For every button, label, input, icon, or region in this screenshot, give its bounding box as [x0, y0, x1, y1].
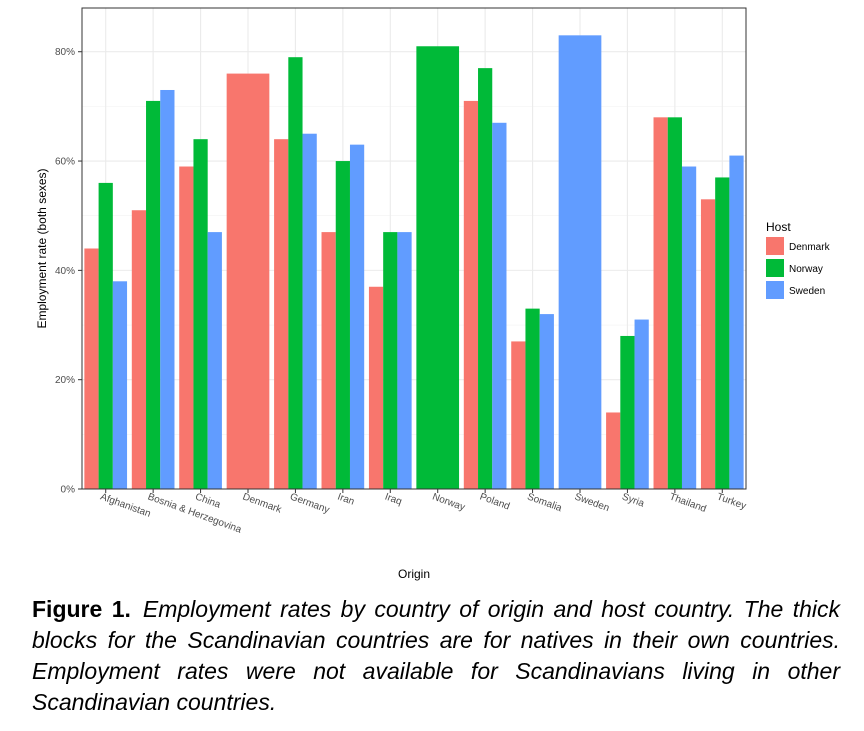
bar-norway-somalia [525, 308, 540, 489]
bar-norway-iraq [383, 232, 398, 489]
bar-sweden-turkey [729, 155, 744, 490]
bar-norway-iran [335, 161, 350, 489]
bar-denmark-syria [606, 412, 621, 489]
y-tick-label: 60% [55, 157, 75, 168]
x-tick-label: Iraq [383, 491, 403, 507]
legend-label-norway: Norway [789, 264, 823, 275]
bar-sweden-afghanistan [112, 281, 128, 489]
bar-sweden-somalia [539, 314, 554, 489]
bar-sweden-iran [349, 144, 365, 490]
x-tick-label: Syria [620, 491, 646, 509]
bar-denmark-poland [463, 100, 479, 489]
bar-sweden-iraq [397, 232, 412, 489]
bar-denmark-bosnia-herzegovina [131, 210, 147, 489]
bar-sweden-thailand [681, 166, 697, 490]
bar-norway-bosnia-herzegovina [146, 100, 161, 489]
y-tick-label: 0% [61, 485, 76, 496]
x-tick-label: Poland [478, 491, 511, 512]
x-tick-label: Norway [431, 491, 467, 513]
bar-norway-afghanistan [98, 182, 113, 489]
bar-norway-thailand [667, 117, 682, 490]
x-tick-label: Somalia [526, 491, 564, 514]
x-tick-label: Germany [288, 491, 330, 515]
bar-denmark-somalia [511, 341, 526, 489]
bar-sweden-china [207, 232, 222, 489]
bar-denmark-afghanistan [84, 248, 99, 489]
bar-sweden-syria [634, 319, 649, 489]
bar-denmark-iraq [368, 286, 384, 489]
legend-title: Host [766, 220, 791, 234]
x-tick-label: Sweden [573, 491, 611, 514]
bar-norway-syria [620, 335, 635, 489]
chart: 0% 20% 40% 60% 80% Afghanistan Bosnia & Herzeg… [35, 7, 831, 581]
bar-norway-china [193, 139, 208, 489]
bar-sweden-germany [302, 133, 317, 489]
caption-text: Employment rates by country of origin an… [32, 596, 840, 715]
bar-sweden-poland [492, 122, 507, 489]
y-tick-label: 20% [55, 375, 75, 386]
legend-swatch-denmark [766, 237, 784, 255]
legend-swatch-sweden [766, 281, 784, 299]
bar-denmark-turkey [700, 199, 716, 489]
bar-denmark-iran [321, 232, 336, 489]
x-tick-label: Denmark [241, 491, 284, 516]
bar-sweden-bosnia-herzegovina [160, 89, 175, 489]
plot-panel-border [81, 7, 747, 490]
bar-norway-germany [288, 57, 303, 490]
bar-denmark-thailand [653, 117, 668, 490]
x-tick-label: Turkey [715, 491, 747, 512]
legend-swatch-norway [766, 259, 784, 277]
x-tick-label: Iran [336, 491, 356, 507]
bar-denmark-germany [274, 139, 289, 489]
caption-label: Figure 1. [32, 596, 131, 622]
bar-norway-turkey [715, 177, 730, 489]
legend-label-denmark: Denmark [789, 242, 831, 253]
bar-sweden-sweden [558, 35, 602, 490]
x-axis-label: Origin [398, 567, 430, 581]
bar-denmark-denmark [226, 73, 270, 489]
y-tick-label: 80% [55, 47, 75, 58]
bar-denmark-china [179, 166, 194, 490]
x-tick-label: Thailand [668, 491, 708, 514]
x-tick-label: Afghanistan [99, 491, 152, 519]
bar-norway-norway [416, 46, 460, 490]
y-axis-label: Employment rate (both sexes) [35, 168, 49, 328]
bar-norway-poland [478, 68, 493, 489]
y-tick-label: 40% [55, 266, 75, 277]
legend-label-sweden: Sweden [789, 286, 825, 297]
figure-caption: Figure 1. Employment rates by country of … [32, 594, 840, 718]
